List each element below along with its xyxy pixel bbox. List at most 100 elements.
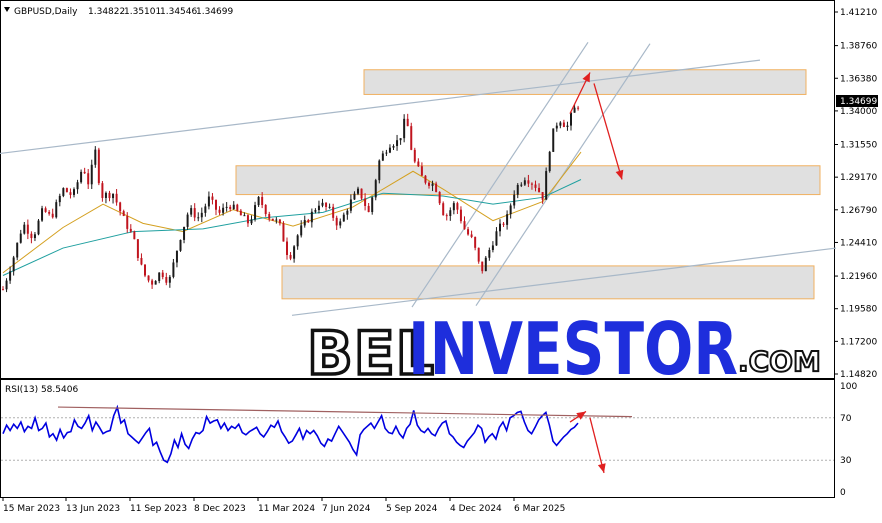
price-tick-label: 1.19580 bbox=[840, 305, 877, 315]
candle-body bbox=[179, 239, 182, 251]
price-tick-label: 1.36380 bbox=[840, 74, 877, 84]
candle-body bbox=[9, 271, 12, 281]
candle-body bbox=[222, 207, 225, 213]
candle-body bbox=[403, 118, 406, 139]
candle-body bbox=[474, 236, 477, 248]
rsi-tick-label: 0 bbox=[840, 488, 846, 498]
price-arrow-head bbox=[582, 72, 590, 83]
price-tick-label: 1.14820 bbox=[840, 370, 877, 380]
candle-body bbox=[506, 214, 509, 225]
candle-body bbox=[335, 217, 338, 226]
candle-body bbox=[275, 219, 278, 221]
candle-body bbox=[378, 160, 381, 181]
candle-body bbox=[538, 187, 541, 193]
candle-body bbox=[346, 210, 349, 215]
candle-body bbox=[286, 241, 288, 255]
trend-line bbox=[291, 247, 837, 316]
candle-body bbox=[562, 122, 565, 127]
header-symbol: GBPUSD,Daily bbox=[14, 7, 78, 17]
candle-body bbox=[406, 118, 409, 127]
candle-body bbox=[353, 193, 356, 200]
candle-body bbox=[207, 196, 210, 207]
candle-body bbox=[73, 189, 75, 195]
price-tick-label: 1.24410 bbox=[840, 238, 877, 248]
candle-body bbox=[122, 211, 125, 216]
candle-body bbox=[51, 213, 54, 218]
candle-body bbox=[65, 188, 68, 193]
candle-body bbox=[129, 228, 132, 232]
price-tick-label: 1.41210 bbox=[840, 8, 877, 18]
candle-body bbox=[133, 231, 136, 240]
watermark-suffix: .COM bbox=[738, 345, 821, 378]
price-arrow bbox=[593, 83, 623, 180]
candle-body bbox=[154, 280, 157, 285]
candle-body bbox=[541, 192, 544, 200]
candle-body bbox=[310, 211, 313, 223]
dropdown-triangle-icon[interactable] bbox=[4, 7, 10, 12]
watermark: BEL INVESTOR .COM bbox=[305, 307, 822, 391]
candle-body bbox=[527, 180, 530, 184]
candle-body bbox=[243, 215, 246, 217]
candle-body bbox=[261, 196, 264, 205]
candle-body bbox=[282, 223, 285, 242]
candle-body bbox=[101, 183, 104, 198]
candle-body bbox=[23, 224, 26, 234]
candle-body bbox=[48, 211, 51, 214]
price-tag-bg bbox=[836, 95, 878, 107]
candle-body bbox=[321, 202, 324, 206]
candle-body bbox=[112, 193, 115, 199]
candle-body bbox=[289, 254, 292, 259]
price-tick-label: 1.38760 bbox=[840, 42, 877, 52]
candle-body bbox=[481, 261, 484, 272]
candle-body bbox=[140, 258, 143, 265]
date-tick-label: 11 Sep 2023 bbox=[130, 504, 187, 514]
candle-body bbox=[165, 277, 168, 283]
rsi-levels bbox=[1, 417, 834, 461]
candle-body bbox=[83, 171, 86, 174]
price-arrow-head bbox=[615, 169, 624, 180]
date-tick-label: 4 Dec 2024 bbox=[450, 504, 502, 514]
candle-body bbox=[104, 192, 107, 198]
candle-body bbox=[232, 204, 235, 210]
candle-body bbox=[33, 234, 36, 239]
candle-body bbox=[513, 194, 516, 206]
candle-body bbox=[254, 205, 257, 220]
candle-body bbox=[246, 215, 249, 224]
candle-body bbox=[552, 128, 555, 152]
price-tick-label: 1.21960 bbox=[840, 272, 877, 282]
candle-body bbox=[5, 280, 8, 290]
candle-body bbox=[459, 209, 462, 222]
rsi-tick-label: 30 bbox=[840, 456, 852, 466]
candle-body bbox=[325, 202, 328, 207]
candle-body bbox=[264, 204, 267, 215]
candle-body bbox=[449, 210, 452, 216]
candle-body bbox=[523, 180, 526, 185]
candle-body bbox=[97, 149, 100, 184]
candle-body bbox=[399, 138, 402, 141]
price-tick-label: 1.17200 bbox=[840, 337, 877, 347]
candle-body bbox=[76, 182, 79, 190]
candle-body bbox=[314, 210, 317, 212]
current-price-tag: 1.34699 bbox=[836, 95, 878, 107]
header-close: 1.34699 bbox=[196, 7, 233, 17]
date-tick-label: 5 Sep 2024 bbox=[386, 504, 438, 514]
rsi-arrow bbox=[589, 417, 605, 474]
candle-body bbox=[296, 235, 299, 247]
candle-body bbox=[577, 107, 580, 109]
candle-body bbox=[520, 184, 523, 186]
candle-body bbox=[200, 212, 203, 218]
moving-average-fast bbox=[2, 151, 582, 274]
candle-body bbox=[328, 206, 331, 208]
candle-body bbox=[55, 202, 58, 218]
candle-body bbox=[126, 215, 129, 229]
price-zone bbox=[281, 265, 815, 300]
candle-body bbox=[218, 209, 221, 213]
candle-body bbox=[257, 196, 260, 206]
price-tick-label: 1.31550 bbox=[840, 141, 877, 151]
candle-body bbox=[193, 208, 196, 218]
candle-body bbox=[463, 221, 466, 230]
candle-body bbox=[534, 184, 537, 188]
candle-body bbox=[183, 226, 186, 240]
candle-body bbox=[502, 223, 505, 225]
